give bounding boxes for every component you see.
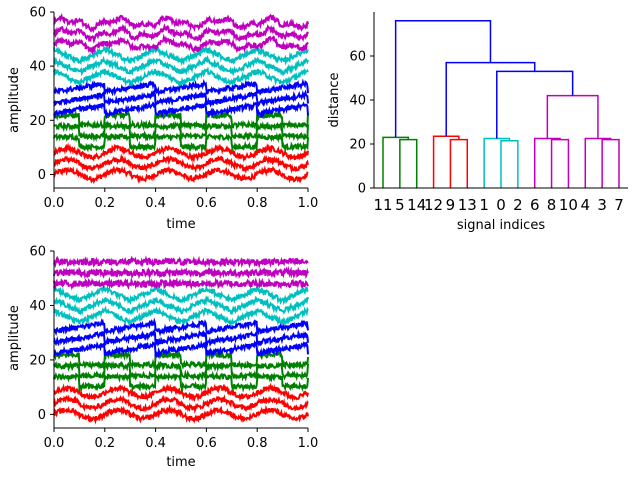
y-tick-label: 0 <box>38 408 46 423</box>
axis-ticks-dendrogram: 0 20 40 60 <box>349 50 374 197</box>
signal-line <box>53 328 309 349</box>
dendrogram-link <box>445 61 536 137</box>
dendrogram-link <box>483 137 511 188</box>
x-axis-label: time <box>166 217 195 232</box>
signal-line <box>53 394 309 414</box>
signals-panel-bottom: 0.0 0.2 0.4 0.6 0.8 1.0 0 20 40 60 time amplitude <box>7 245 318 471</box>
leaf-label: 7 <box>614 196 624 214</box>
y-tick-label: 60 <box>349 50 366 65</box>
y-tick-label: 20 <box>29 353 46 368</box>
signal-line <box>53 317 309 337</box>
x-tick-label: 0.6 <box>196 436 217 451</box>
signal-line <box>53 305 309 328</box>
signal-line <box>53 276 309 291</box>
dendrogram-link <box>449 138 469 188</box>
y-tick-label: 60 <box>29 245 46 260</box>
signal-line <box>53 165 309 185</box>
axis-ticks-top: 0.0 0.2 0.4 0.6 0.8 1.0 0 20 40 60 <box>29 6 318 212</box>
y-tick-label: 60 <box>29 6 46 21</box>
y-axis-label: amplitude <box>7 305 22 371</box>
leaf-label: 10 <box>559 196 578 214</box>
x-tick-label: 0.8 <box>247 436 268 451</box>
y-tick-label: 20 <box>29 114 46 129</box>
dendrogram-link <box>533 137 561 188</box>
x-tick-label: 0.8 <box>247 196 268 211</box>
signal-line <box>53 265 309 280</box>
signal-line <box>53 132 309 154</box>
dendrogram-link <box>546 94 599 139</box>
leaf-label: 0 <box>496 196 506 214</box>
signal-line <box>53 45 309 67</box>
leaf-label: 14 <box>407 196 426 214</box>
leaf-label: 12 <box>424 196 443 214</box>
y-axis-label: distance <box>327 72 342 127</box>
dendrogram-link <box>550 138 570 188</box>
leaf-label: 9 <box>446 196 456 214</box>
dendrogram-link <box>496 70 574 139</box>
signal-line <box>53 255 309 269</box>
signal-line <box>53 339 309 359</box>
signal-line <box>53 89 309 108</box>
y-tick-label: 0 <box>38 168 46 183</box>
leaf-label: 3 <box>597 196 607 214</box>
signal-line <box>53 382 309 403</box>
dendrogram-link <box>399 138 418 188</box>
x-tick-label: 1.0 <box>298 196 319 211</box>
x-tick-label: 0.4 <box>145 436 166 451</box>
signals-lines-bottom <box>53 255 309 425</box>
signal-line <box>53 360 309 382</box>
signal-line <box>53 54 309 77</box>
signal-line <box>53 142 309 163</box>
x-tick-label: 0.2 <box>94 436 115 451</box>
x-tick-label: 0.4 <box>145 196 166 211</box>
y-tick-label: 40 <box>349 94 366 109</box>
dendrogram-link <box>500 139 519 188</box>
y-tick-label: 20 <box>349 138 366 153</box>
signal-line <box>53 295 309 316</box>
signal-line <box>53 370 309 393</box>
leaf-label: 11 <box>373 196 392 214</box>
signals-lines-top <box>53 12 309 185</box>
dendrogram-link <box>601 138 620 188</box>
y-tick-label: 40 <box>29 299 46 314</box>
axis-ticks-bottom: 0.0 0.2 0.4 0.6 0.8 1.0 0 20 40 60 <box>29 245 318 452</box>
leaf-label: 1 <box>479 196 489 214</box>
leaf-label: 8 <box>547 196 557 214</box>
signal-line <box>53 153 309 174</box>
signal-line <box>53 33 309 56</box>
dendrogram-link <box>394 20 492 138</box>
signal-line <box>53 349 309 371</box>
x-tick-label: 0.2 <box>94 196 115 211</box>
dendrogram-link <box>584 137 612 188</box>
leaf-label: 5 <box>395 196 405 214</box>
signal-line <box>53 283 309 306</box>
signal-line <box>53 66 309 88</box>
x-tick-label: 1.0 <box>298 436 319 451</box>
leaf-label: 13 <box>458 196 477 214</box>
x-tick-label: 0.6 <box>196 196 217 211</box>
leaf-label: 6 <box>530 196 540 214</box>
x-axis-label: signal indices <box>457 218 545 233</box>
signal-line <box>53 120 309 143</box>
y-axis-label: amplitude <box>7 67 22 133</box>
dendrogram-link <box>432 135 460 188</box>
signal-line <box>53 12 309 34</box>
signals-panel-top: 0.0 0.2 0.4 0.6 0.8 1.0 0 20 40 60 time amplitude <box>7 6 318 233</box>
x-axis-label: time <box>166 455 195 470</box>
signal-line <box>53 100 309 120</box>
y-tick-label: 40 <box>29 60 46 75</box>
dendrogram-link <box>382 136 410 188</box>
leaf-label: 4 <box>581 196 591 214</box>
signal-line <box>53 78 309 97</box>
x-tick-label: 0.0 <box>44 436 65 451</box>
dendrogram-links <box>382 20 620 188</box>
x-tick-label: 0.0 <box>44 196 65 211</box>
signal-line <box>53 403 309 425</box>
y-tick-label: 0 <box>358 182 366 197</box>
leaf-label: 2 <box>513 196 523 214</box>
signal-line <box>53 22 309 44</box>
